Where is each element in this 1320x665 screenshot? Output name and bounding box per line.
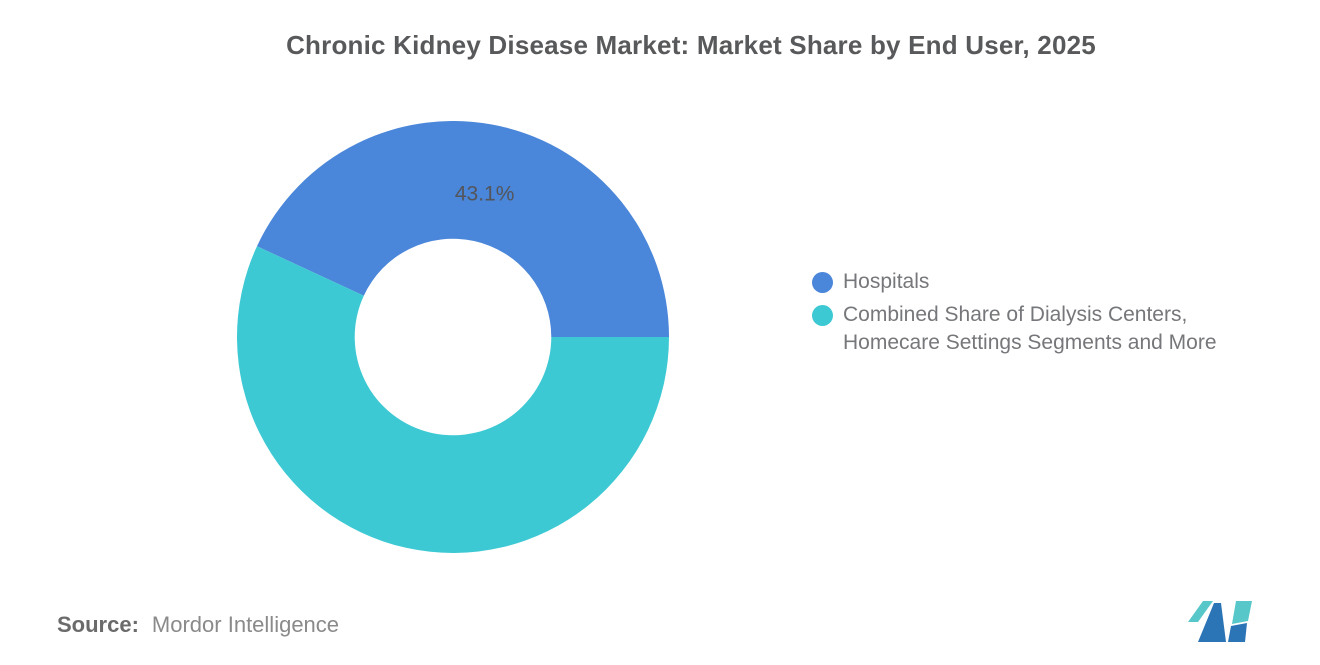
legend-label-hospitals: Hospitals	[843, 270, 930, 293]
legend: Hospitals Combined Share of Dialysis Cen…	[812, 268, 1245, 362]
donut-chart: 43.1%	[237, 121, 669, 553]
mordor-intelligence-logo	[1188, 601, 1252, 642]
source-note: Source: Mordor Intelligence	[57, 612, 339, 638]
legend-item-combined-share[interactable]: Combined Share of Dialysis Centers, Home…	[812, 301, 1245, 357]
source-prefix: Source:	[57, 612, 139, 637]
logo-right-teal-bar	[1232, 601, 1252, 624]
legend-item-hospitals[interactable]: Hospitals	[812, 268, 1245, 296]
legend-swatch-combined-share	[812, 305, 833, 326]
logo-right-blue-base	[1228, 623, 1247, 642]
logo-left-teal-stroke	[1188, 601, 1213, 622]
source-text: Mordor Intelligence	[151, 612, 340, 637]
logo-middle-blue-stroke	[1198, 603, 1226, 642]
chart-title: Chronic Kidney Disease Market: Market Sh…	[286, 30, 1096, 60]
legend-swatch-hospitals	[812, 272, 833, 293]
donut-slice-0[interactable]	[256, 121, 669, 337]
slice-data-label-0: 43.1%	[455, 182, 515, 205]
legend-label-combined-share: Combined Share of Dialysis Centers, Home…	[843, 303, 1217, 354]
donut-slice-1[interactable]	[237, 246, 669, 553]
